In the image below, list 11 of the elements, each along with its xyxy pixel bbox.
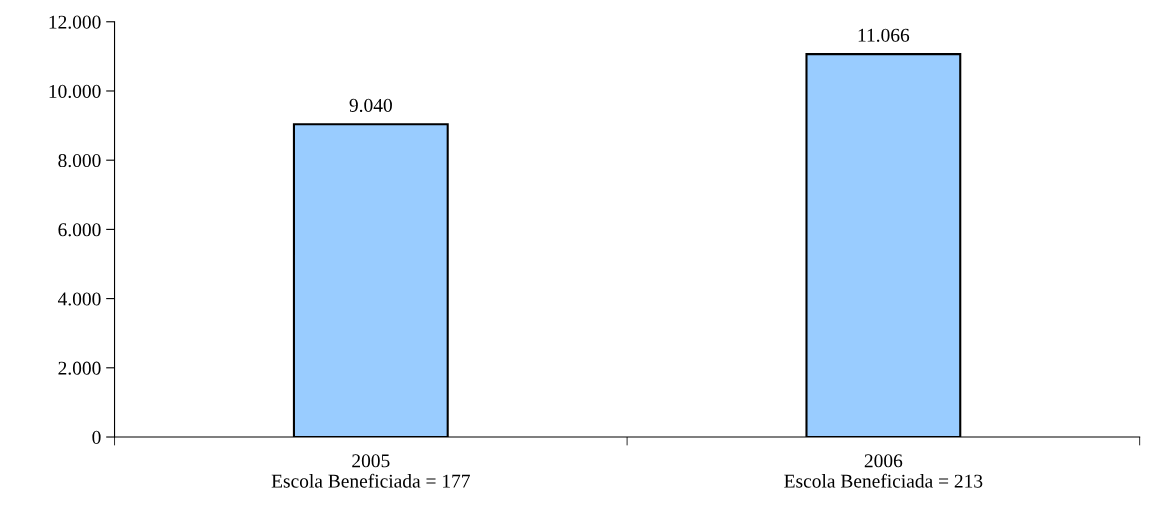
y-tick-label: 12.000 [49,15,101,29]
y-tick-label: 6.000 [58,223,101,237]
y-tick-label: 10.000 [49,84,101,98]
y-tick-label: 0 [92,430,101,444]
y-tick-label: 4.000 [57,292,101,306]
y-tick-label: 8.000 [58,154,101,168]
x-tick-label: 2005 Escola Beneficiada = 177 [271,454,470,488]
y-tick-label: 2.000 [58,361,101,375]
x-tick-label: 2006 Escola Beneficiada = 213 [784,454,983,488]
data-label: 9.040 [349,98,392,112]
data-label: 11.066 [858,28,910,42]
